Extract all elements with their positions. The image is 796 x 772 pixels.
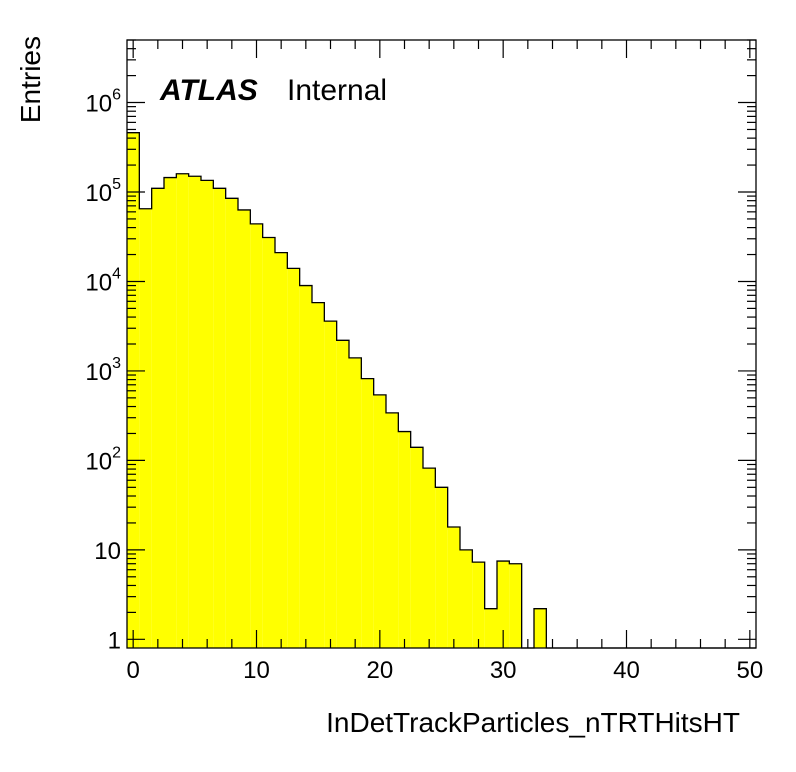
histogram-bin xyxy=(386,412,399,648)
histogram-bin xyxy=(336,340,349,648)
histogram-bin xyxy=(176,173,189,648)
x-tick-label: 40 xyxy=(613,657,640,684)
histogram-bin xyxy=(435,487,448,648)
x-axis-title: InDetTrackParticles_nTRTHitsHT xyxy=(326,707,740,738)
histogram-bin xyxy=(188,176,201,648)
y-axis-title: Entries xyxy=(15,36,46,123)
histogram-bin xyxy=(361,378,374,648)
histogram-bin xyxy=(410,447,423,648)
histogram-bin xyxy=(287,268,300,648)
histogram-bin xyxy=(213,188,226,649)
y-tick-label: 105 xyxy=(85,176,121,207)
histogram-bin xyxy=(447,527,460,648)
y-tick-label: 1 xyxy=(108,627,121,654)
histogram-bin xyxy=(250,223,263,648)
x-tick-label: 0 xyxy=(126,657,139,684)
histogram-bin xyxy=(460,549,473,648)
histogram-bin xyxy=(472,562,485,648)
histogram-bin xyxy=(373,394,386,648)
internal-label: Internal xyxy=(287,74,387,107)
x-tick-label: 20 xyxy=(366,657,393,684)
histogram-bin xyxy=(164,177,177,648)
histogram-bin xyxy=(312,302,325,648)
atlas-label: ATLAS xyxy=(159,74,258,107)
x-tick-label: 50 xyxy=(736,657,763,684)
y-tick-label: 103 xyxy=(85,355,121,386)
histogram-bin xyxy=(238,209,251,648)
y-tick-label: 10 xyxy=(94,538,121,565)
y-tick-label: 104 xyxy=(85,265,121,296)
histogram-bin xyxy=(497,561,510,648)
histogram-bin xyxy=(324,321,337,648)
histogram-bin xyxy=(275,252,288,648)
histogram-bin xyxy=(262,237,275,649)
histogram-bin xyxy=(398,431,411,648)
histogram-bin xyxy=(201,180,214,648)
histogram-bin xyxy=(349,357,362,648)
x-tick-label: 30 xyxy=(490,657,517,684)
x-axis: 0 10 20 30 40 50 xyxy=(126,40,763,684)
y-tick-label: 106 xyxy=(85,87,121,118)
histogram-bin xyxy=(299,285,312,648)
histogram-bin xyxy=(225,198,238,648)
histogram-bin xyxy=(534,608,547,648)
x-tick-label: 10 xyxy=(243,657,270,684)
histogram-bin xyxy=(509,563,522,648)
histogram-bin xyxy=(151,188,164,649)
histogram-bin xyxy=(423,468,436,648)
y-tick-label: 102 xyxy=(85,444,121,475)
histogram-bin xyxy=(484,608,497,648)
histogram-fill xyxy=(127,132,547,649)
histogram-bin xyxy=(139,208,152,648)
